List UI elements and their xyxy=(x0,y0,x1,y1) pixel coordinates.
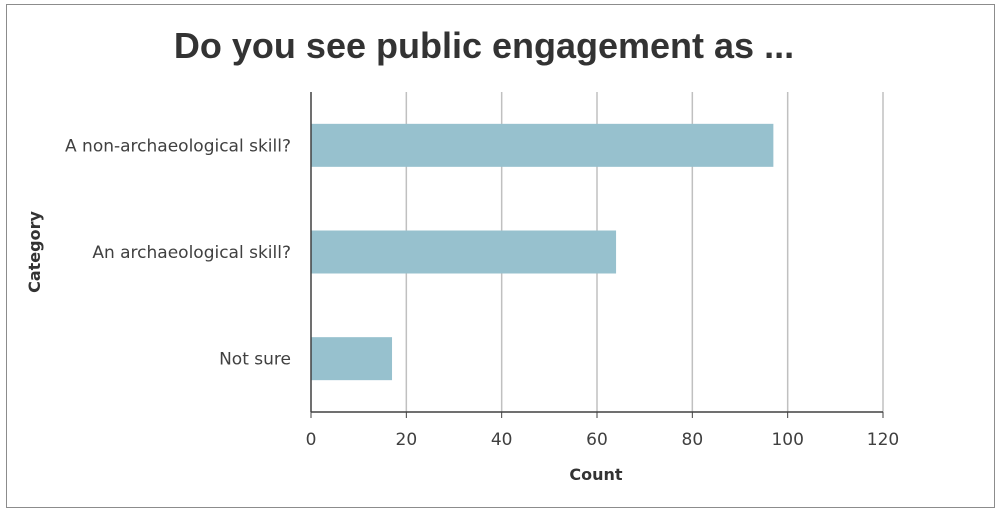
x-tick-label: 120 xyxy=(867,430,899,450)
x-tick-label: 40 xyxy=(491,430,513,450)
category-label: An archaeological skill? xyxy=(92,243,291,263)
x-tick-labels: 0 20 40 60 80 100 120 xyxy=(306,430,900,450)
x-axis-label: Count xyxy=(569,465,623,484)
x-tick-label: 80 xyxy=(682,430,704,450)
bars xyxy=(311,123,774,381)
category-label: A non-archaeological skill? xyxy=(65,136,291,156)
bar xyxy=(311,230,617,274)
category-label: Not sure xyxy=(219,350,291,370)
x-tick-label: 60 xyxy=(586,430,608,450)
x-tick-label: 20 xyxy=(396,430,418,450)
bar xyxy=(311,337,393,381)
y-axis-label: Category xyxy=(25,211,44,293)
bar xyxy=(311,123,774,167)
chart-title: Do you see public engagement as ... xyxy=(174,25,794,66)
x-tick-label: 0 xyxy=(306,430,317,450)
x-tick-label: 100 xyxy=(771,430,803,450)
category-labels: A non-archaeological skill? An archaeolog… xyxy=(65,136,291,369)
